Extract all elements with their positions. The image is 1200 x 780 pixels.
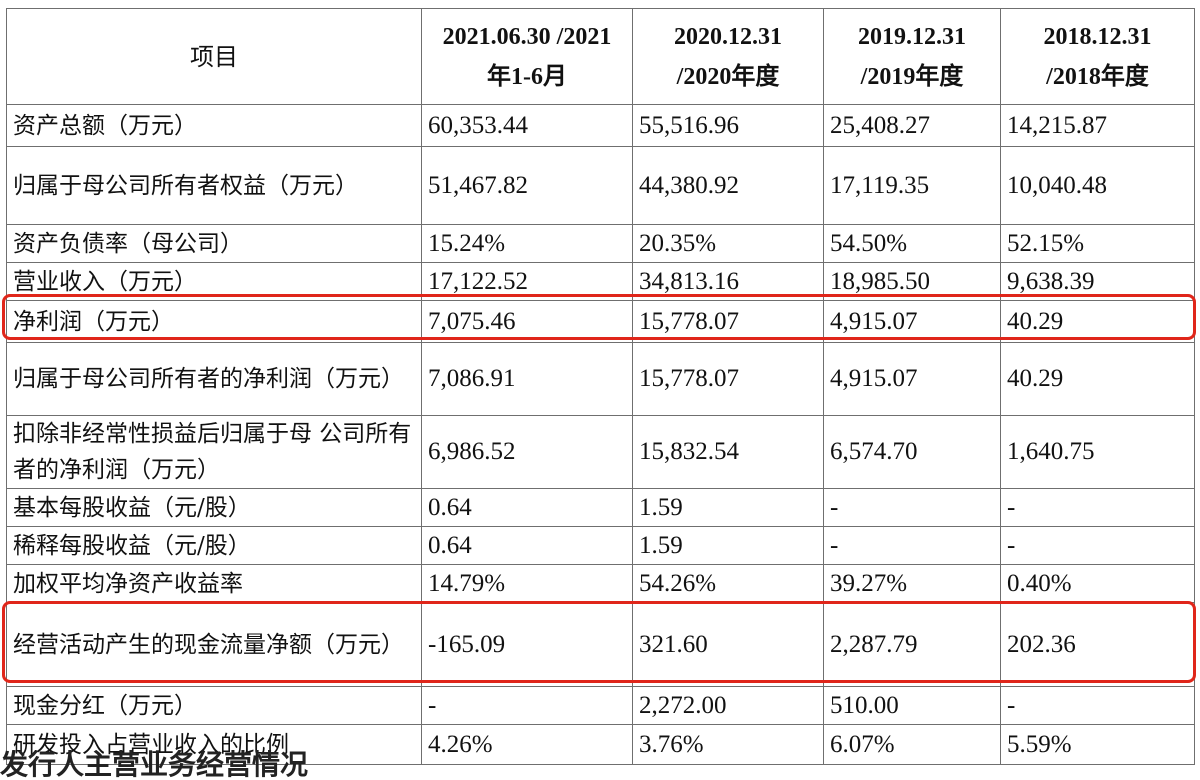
row-label: 资产总额（万元） bbox=[6, 104, 422, 147]
row-value: - bbox=[1000, 488, 1195, 527]
row-value: 1.59 bbox=[632, 488, 824, 527]
row-value: 2,287.79 bbox=[823, 602, 1001, 687]
header-2021h1: 2021.06.30 /2021 年1-6月 bbox=[421, 8, 633, 105]
row-value: 17,119.35 bbox=[823, 146, 1001, 225]
row-label: 净利润（万元） bbox=[6, 300, 422, 343]
table-row: 加权平均净资产收益率 14.79% 54.26% 39.27% 0.40% bbox=[6, 564, 1195, 603]
row-value: 40.29 bbox=[1000, 342, 1195, 416]
table-row: 资产负债率（母公司） 15.24% 20.35% 54.50% 52.15% bbox=[6, 224, 1195, 263]
row-value: 9,638.39 bbox=[1000, 262, 1195, 301]
row-value: 0.64 bbox=[421, 526, 633, 565]
row-label: 稀释每股收益（元/股） bbox=[6, 526, 422, 565]
header-2018-line1: 2018.12.31 bbox=[1043, 23, 1152, 50]
row-value: 3.76% bbox=[632, 724, 824, 765]
row-value: 0.64 bbox=[421, 488, 633, 527]
row-value: 14.79% bbox=[421, 564, 633, 603]
table-row: 归属于母公司所有者权益（万元） 51,467.82 44,380.92 17,119.… bbox=[6, 146, 1195, 225]
row-value: 4,915.07 bbox=[823, 300, 1001, 343]
row-value: 55,516.96 bbox=[632, 104, 824, 147]
row-value: 20.35% bbox=[632, 224, 824, 263]
header-2021h1-line1: 2021.06.30 /2021 bbox=[442, 23, 612, 50]
row-value: 321.60 bbox=[632, 602, 824, 687]
row-label: 归属于母公司所有者的净利润（万元） bbox=[6, 342, 422, 416]
row-value: 15,832.54 bbox=[632, 415, 824, 489]
row-value: 60,353.44 bbox=[421, 104, 633, 147]
row-value: 39.27% bbox=[823, 564, 1001, 603]
row-value: - bbox=[823, 526, 1001, 565]
header-item: 项目 bbox=[6, 8, 422, 105]
row-value: 14,215.87 bbox=[1000, 104, 1195, 147]
table-row: 基本每股收益（元/股） 0.64 1.59- - bbox=[6, 488, 1195, 527]
row-value: 510.00 bbox=[823, 686, 1001, 725]
header-2021h1-line2: 年1-6月 bbox=[487, 63, 567, 90]
table-row: 经营活动产生的现金流量净额（万元） -165.09 321.60 2,287.79 20… bbox=[6, 602, 1195, 687]
table-row: 净利润（万元） 7,075.46 15,778.07 4,915.07 40.29 bbox=[6, 300, 1195, 343]
row-label: 基本每股收益（元/股） bbox=[6, 488, 422, 527]
row-value: 2,272.00 bbox=[632, 686, 824, 725]
row-value: 18,985.50 bbox=[823, 262, 1001, 301]
row-value: 15.24% bbox=[421, 224, 633, 263]
table-row: 营业收入（万元） 17,122.52 34,813.16 18,985.50 9,638… bbox=[6, 262, 1195, 301]
header-2019-line1: 2019.12.31 bbox=[858, 23, 966, 50]
row-value: 4.26% bbox=[421, 724, 633, 765]
table-row: 扣除非经常性损益后归属于母 公司所有者的净利润（万元） 6,986.52 15,83… bbox=[6, 415, 1195, 489]
row-value: 5.59% bbox=[1000, 724, 1195, 765]
row-label: 研发投入占营业收入的比例 bbox=[6, 724, 422, 765]
row-value: - bbox=[823, 488, 1001, 527]
row-value: 54.26% bbox=[632, 564, 824, 603]
row-label: 经营活动产生的现金流量净额（万元） bbox=[6, 602, 422, 687]
row-value: 34,813.16 bbox=[632, 262, 824, 301]
financial-summary-table: 项目 2021.06.30 /2021 年1-6月 2020.12.31 /20… bbox=[6, 8, 1195, 765]
row-value: 7,075.46 bbox=[421, 300, 633, 343]
row-value: 44,380.92 bbox=[632, 146, 824, 225]
row-label: 资产负债率（母公司） bbox=[6, 224, 422, 263]
footer-partial-heading: 发行人主营业务经营情况 bbox=[0, 750, 309, 780]
row-value: 6,574.70 bbox=[823, 415, 1001, 489]
row-value: 10,040.48 bbox=[1000, 146, 1195, 225]
row-value: 7,086.91 bbox=[421, 342, 633, 416]
row-label: 归属于母公司所有者权益（万元） bbox=[6, 146, 422, 225]
row-value: 6.07% bbox=[823, 724, 1001, 765]
table-row: 资产总额（万元） 60,353.44 55,516.96 25,408.27 14,21… bbox=[6, 104, 1195, 147]
header-2020-line1: 2020.12.31 bbox=[674, 23, 782, 50]
row-value: 1.59 bbox=[632, 526, 824, 565]
table-row: 现金分红（万元） -2,272.00 510.00- bbox=[6, 686, 1195, 725]
row-value: - bbox=[421, 686, 633, 725]
header-2019-line2: /2019年度 bbox=[860, 63, 964, 90]
row-value: 4,915.07 bbox=[823, 342, 1001, 416]
table-row: 归属于母公司所有者的净利润（万元） 7,086.91 15,778.07 4,915.… bbox=[6, 342, 1195, 416]
row-label: 加权平均净资产收益率 bbox=[6, 564, 422, 603]
row-value: 17,122.52 bbox=[421, 262, 633, 301]
table-body: 资产总额（万元） 60,353.44 55,516.96 25,408.27 14,21… bbox=[6, 104, 1195, 765]
row-value: - bbox=[1000, 526, 1195, 565]
table-header-row: 项目 2021.06.30 /2021 年1-6月 2020.12.31 /20… bbox=[6, 8, 1195, 105]
row-value: 0.40% bbox=[1000, 564, 1195, 603]
row-value: 1,640.75 bbox=[1000, 415, 1195, 489]
row-value: 25,408.27 bbox=[823, 104, 1001, 147]
table-row: 稀释每股收益（元/股） 0.64 1.59- - bbox=[6, 526, 1195, 565]
row-value: 15,778.07 bbox=[632, 342, 824, 416]
row-value: 54.50% bbox=[823, 224, 1001, 263]
table-row: 研发投入占营业收入的比例 4.26% 3.76% 6.07% 5.59% bbox=[6, 724, 1195, 765]
row-label: 扣除非经常性损益后归属于母 公司所有者的净利润（万元） bbox=[6, 415, 422, 489]
row-value: -165.09 bbox=[421, 602, 633, 687]
row-label: 营业收入（万元） bbox=[6, 262, 422, 301]
header-2020-line2: /2020年度 bbox=[676, 63, 780, 90]
row-value: - bbox=[1000, 686, 1195, 725]
row-value: 40.29 bbox=[1000, 300, 1195, 343]
header-2019: 2019.12.31 /2019年度 bbox=[823, 8, 1001, 105]
row-value: 15,778.07 bbox=[632, 300, 824, 343]
header-2018: 2018.12.31 /2018年度 bbox=[1000, 8, 1195, 105]
row-value: 202.36 bbox=[1000, 602, 1195, 687]
row-value: 6,986.52 bbox=[421, 415, 633, 489]
header-2020: 2020.12.31 /2020年度 bbox=[632, 8, 824, 105]
row-value: 51,467.82 bbox=[421, 146, 633, 225]
row-label: 现金分红（万元） bbox=[6, 686, 422, 725]
row-value: 52.15% bbox=[1000, 224, 1195, 263]
header-2018-line2: /2018年度 bbox=[1046, 63, 1149, 90]
